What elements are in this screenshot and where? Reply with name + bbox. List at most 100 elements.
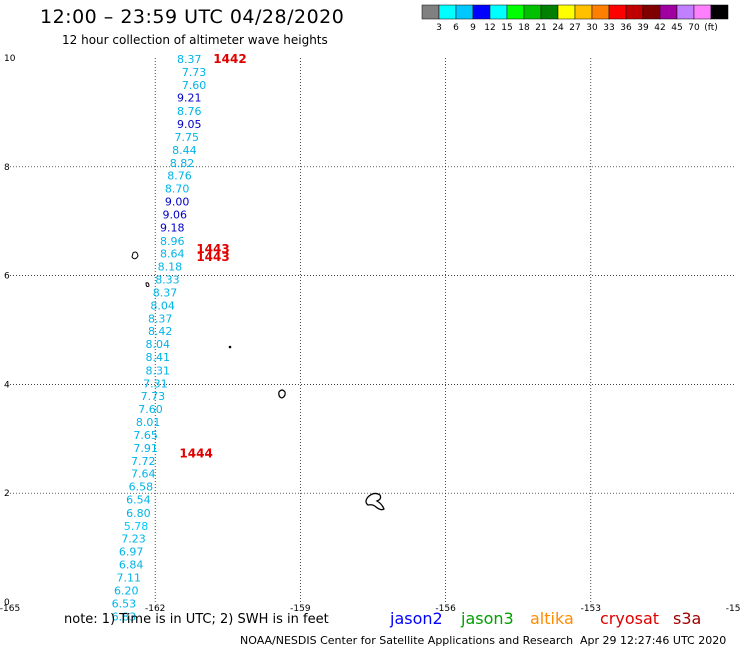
wave-height-value: 8.76: [167, 170, 192, 183]
wave-height-value: 8.37: [177, 53, 202, 66]
y-tick-label: 10: [4, 54, 16, 64]
colorbar-swatch: [472, 4, 491, 20]
wave-height-value: 8.31: [146, 364, 171, 377]
wave-height-value: 7.73: [141, 390, 166, 403]
track-label: 1443: [196, 250, 229, 264]
y-tick-label: 4: [4, 380, 10, 390]
colorbar-label: 27: [569, 23, 580, 33]
y-tick-label: 2: [4, 489, 10, 499]
wave-height-value: 9.05: [177, 118, 202, 131]
y-tick-label: 8: [4, 163, 10, 173]
track-label: 1442: [213, 52, 246, 66]
wave-height-value: 8.04: [146, 338, 171, 351]
colorbar-label: 45: [671, 23, 682, 33]
colorbar-label: 36: [620, 23, 632, 33]
wave-height-value: 9.00: [165, 196, 190, 209]
wave-height-value: 8.41: [146, 351, 171, 364]
wave-height-value: 8.82: [170, 157, 195, 170]
x-tick-label: -165: [0, 604, 20, 614]
wave-height-value: 8.04: [150, 300, 175, 313]
legend-cryosat: cryosat: [600, 609, 660, 628]
wave-height-value: 9.06: [162, 209, 187, 222]
wave-height-value: 7.65: [133, 429, 158, 442]
colorbar-swatch: [710, 4, 729, 20]
wave-height-value: 7.60: [138, 403, 163, 416]
colorbar-label: 21: [535, 23, 546, 33]
wave-height-value: 7.72: [131, 455, 156, 468]
x-tick-label: -153: [581, 604, 601, 614]
wave-height-value: 9.21: [177, 92, 202, 105]
wave-height-value: 6.54: [126, 494, 151, 507]
colorbar-label: 30: [586, 23, 598, 33]
wave-height-value: 8.64: [160, 247, 185, 260]
colorbar-swatch: [676, 4, 695, 20]
wave-height-value: 6.58: [129, 481, 154, 494]
wave-height-value: 8.01: [136, 416, 161, 429]
wave-height-value: 6.84: [119, 558, 143, 571]
colorbar-swatch: [625, 4, 644, 20]
colorbar-swatch: [574, 4, 593, 20]
wave-height-value: 8.37: [153, 286, 178, 299]
colorbar-swatch: [591, 4, 610, 20]
colorbar-label: 12: [484, 23, 495, 33]
wave-height-value: 8.76: [177, 105, 202, 118]
wave-height-value: 6.53: [112, 598, 137, 611]
colorbar-label: 15: [501, 23, 512, 33]
colorbar-swatch: [659, 4, 678, 20]
colorbar-label: 24: [552, 23, 564, 33]
colorbar-label: 70: [688, 23, 700, 33]
colorbar-label: 39: [637, 23, 649, 33]
colorbar-swatch: [438, 4, 457, 20]
wave-height-value: 8.42: [148, 325, 173, 338]
wave-height-value: 8.37: [148, 313, 173, 326]
x-tick-label: -156: [435, 604, 456, 614]
colorbar-label: 42: [654, 23, 665, 33]
colorbar-swatch: [608, 4, 627, 20]
legend-altika: altika: [530, 609, 574, 628]
wave-height-value: 7.60: [182, 79, 207, 92]
x-tick-label: -162: [145, 604, 165, 614]
wave-height-value: 6.20: [114, 585, 139, 598]
wave-height-value: 7.11: [116, 572, 141, 585]
colorbar-label: 18: [518, 23, 530, 33]
footer-center: NOAA/NESDIS Center for Satellite Applica…: [240, 634, 574, 647]
colorbar-swatch: [523, 4, 542, 20]
colorbar-swatch: [489, 4, 508, 20]
chart-subtitle: 12 hour collection of altimeter wave hei…: [62, 33, 328, 47]
x-tick-label: -150: [726, 604, 740, 614]
colorbar-swatch: [455, 4, 474, 20]
island-outline: [228, 345, 232, 349]
island-outline: [131, 251, 139, 260]
colorbar-swatch: [557, 4, 576, 20]
colorbar-swatch: [693, 4, 712, 20]
wave-height-value: 7.64: [131, 468, 156, 481]
track-label: 1443: [196, 242, 229, 256]
chart-title: 12:00 – 23:59 UTC 04/28/2020: [40, 6, 345, 28]
wave-height-value: 8.44: [172, 144, 197, 157]
legend-jason2: jason2: [390, 609, 443, 628]
wave-height-value: 7.31: [143, 377, 168, 390]
wave-height-value: 9.18: [160, 222, 185, 235]
y-tick-label: 6: [4, 272, 10, 282]
colorbar-swatch: [540, 4, 559, 20]
x-tick-label: -159: [290, 604, 311, 614]
wave-height-value: 8.18: [158, 260, 183, 273]
colorbar-swatch: [421, 4, 440, 20]
wave-height-value: 8.96: [160, 235, 185, 248]
wave-height-value: 6.97: [119, 545, 143, 558]
wave-height-value: 7.75: [175, 131, 200, 144]
colorbar-swatch: [642, 4, 661, 20]
wave-height-value: 7.23: [121, 532, 146, 545]
track-label: 1444: [179, 446, 212, 460]
island-outline: [145, 282, 150, 288]
wave-height-value: 5.78: [124, 520, 148, 533]
wave-height-value: 7.73: [182, 66, 207, 79]
wave-height-value: 6.80: [126, 507, 151, 520]
colorbar-label: (ft): [704, 23, 718, 33]
colorbar-label: 3: [436, 23, 442, 33]
legend-jason3: jason3: [461, 609, 514, 628]
wave-height-value: 8.33: [155, 273, 180, 286]
wave-height-value: 6.83: [112, 611, 137, 624]
